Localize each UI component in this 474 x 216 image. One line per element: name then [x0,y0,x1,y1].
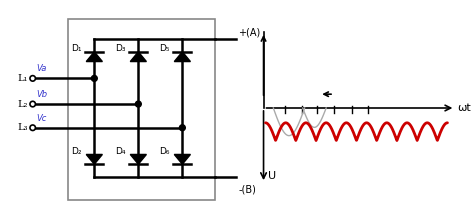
Text: ωt: ωt [457,103,471,113]
Polygon shape [130,154,146,164]
Circle shape [30,125,36,130]
Polygon shape [130,52,146,62]
Text: -(B): -(B) [238,185,256,195]
Text: +(A): +(A) [238,28,260,38]
Text: L₃: L₃ [17,123,28,132]
Text: Vc: Vc [36,114,47,123]
Polygon shape [86,52,102,62]
Circle shape [30,101,36,107]
Polygon shape [86,154,102,164]
Circle shape [30,76,36,81]
Text: D₆: D₆ [159,147,170,156]
Text: D₄: D₄ [115,147,126,156]
Circle shape [180,125,185,131]
Polygon shape [174,52,191,62]
Text: L₂: L₂ [18,100,28,109]
Text: D₁: D₁ [71,44,82,53]
Text: D₃: D₃ [115,44,126,53]
Text: Vb: Vb [36,90,48,99]
Circle shape [91,75,97,81]
Text: L₁: L₁ [17,74,28,83]
Circle shape [136,101,141,107]
Text: D₅: D₅ [159,44,170,53]
Text: D₂: D₂ [71,147,82,156]
Text: Va: Va [36,64,47,73]
Polygon shape [174,154,191,164]
Text: U: U [268,171,276,181]
